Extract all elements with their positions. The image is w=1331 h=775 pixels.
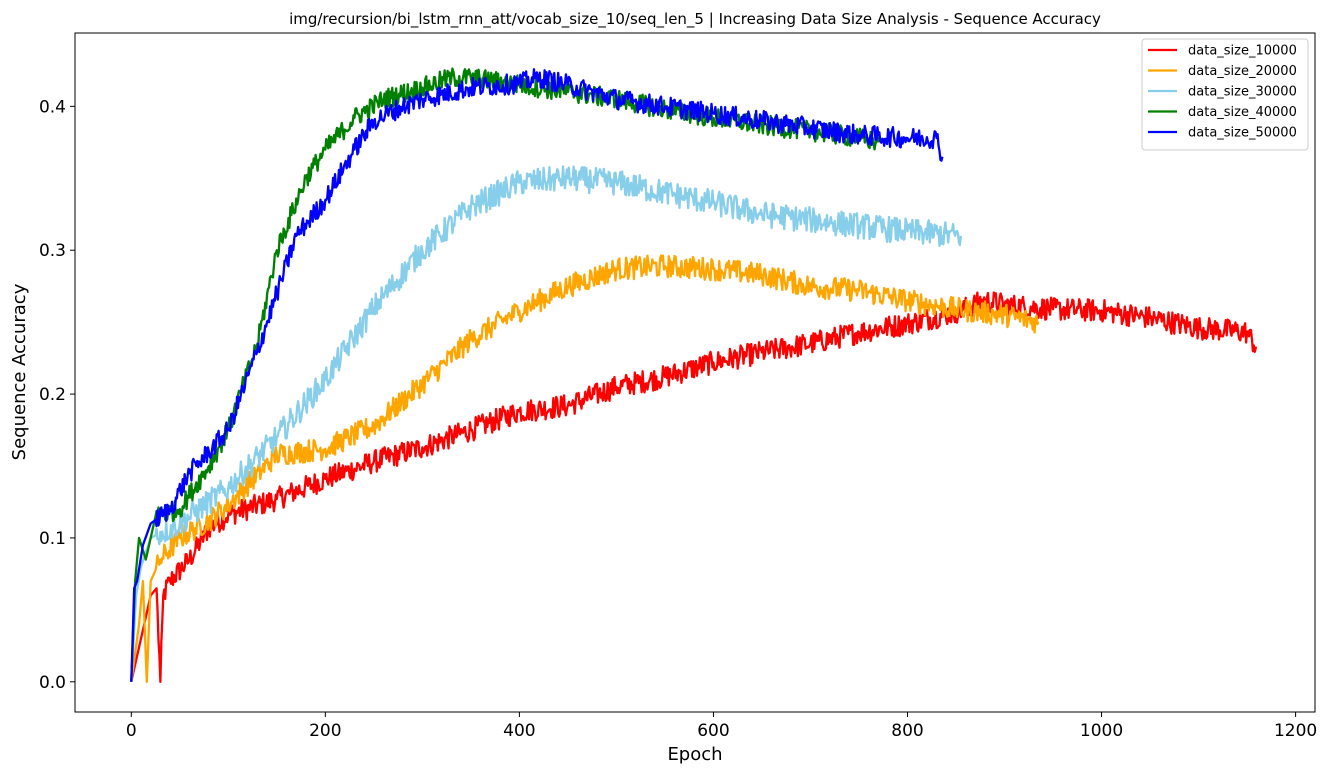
x-tick-label: 0 [126,721,137,741]
legend-label-data_size_10000: data_size_10000 [1188,44,1297,59]
x-tick-label: 600 [697,721,729,741]
series-line-data_size_20000 [130,254,1040,683]
legend-label-data_size_40000: data_size_40000 [1188,105,1297,120]
y-tick-label: 0.3 [39,241,66,261]
plot-frame [74,32,1316,713]
y-tick-label: 0.4 [39,97,66,117]
chart-title: img/recursion/bi_lstm_rnn_att/vocab_size… [289,10,1101,29]
series-line-data_size_30000 [130,165,962,682]
y-axis-title: Sequence Accuracy [9,283,30,460]
x-tick-label: 200 [309,721,341,741]
y-tick-label: 0.0 [39,673,66,693]
x-tick-label: 1000 [1080,721,1123,741]
legend-label-data_size_20000: data_size_20000 [1188,64,1297,79]
legend-frame [1141,38,1309,151]
plot-area [74,32,1316,713]
legend-label-data_size_50000: data_size_50000 [1188,126,1297,141]
y-tick-label: 0.1 [39,529,66,549]
legend-label-data_size_30000: data_size_30000 [1188,85,1297,100]
x-axis-title: Epoch [667,744,722,765]
legend: data_size_10000 data_size_20000 data_size_… [1141,38,1309,151]
series-line-data_size_10000 [130,291,1258,683]
y-axis-ticks: 0.0 0.1 0.2 0.3 0.4 [39,97,75,693]
series-line-data_size_50000 [130,68,944,682]
y-tick-label: 0.2 [39,385,66,405]
series-layer [130,67,1258,683]
x-tick-label: 400 [503,721,535,741]
x-axis-ticks: 0 200 400 600 800 1000 1200 [126,712,1317,741]
x-tick-label: 800 [891,721,923,741]
x-tick-label: 1200 [1274,721,1317,741]
